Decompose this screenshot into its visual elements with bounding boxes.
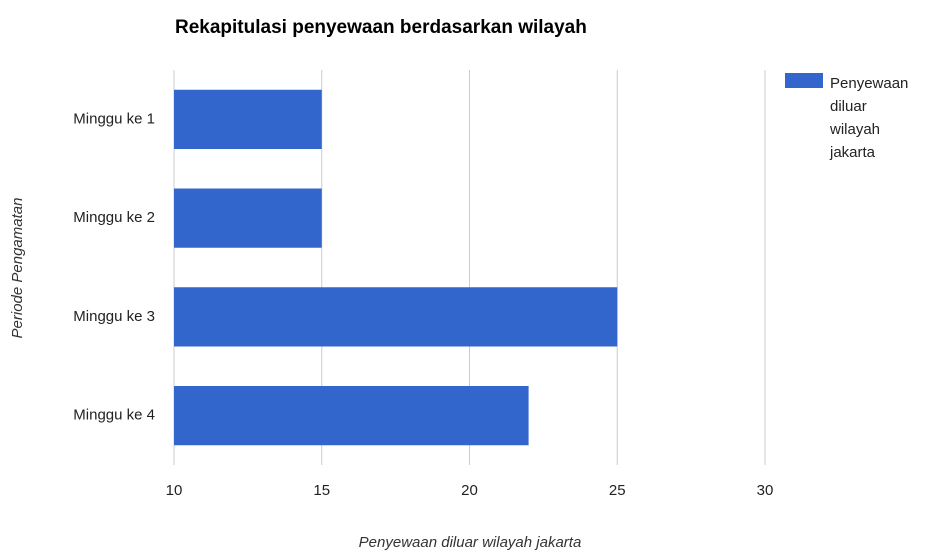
legend-label: Penyewaan diluar wilayah jakarta [830, 75, 909, 161]
legend-swatch [785, 73, 823, 88]
y-tick-label: Minggu ke 4 [73, 407, 155, 424]
x-tick-label: 30 [757, 482, 774, 499]
chart-title: Rekapitulasi penyewaan berdasarkan wilay… [175, 17, 587, 38]
x-tick-label: 10 [166, 482, 183, 499]
x-tick-label: 15 [313, 482, 330, 499]
bar [174, 188, 322, 248]
bar [174, 287, 618, 347]
y-axis-label: Periode Pengamatan [9, 198, 26, 339]
bar [174, 386, 529, 446]
y-tick-label: Minggu ke 1 [73, 110, 155, 127]
y-tick-label: Minggu ke 3 [73, 308, 155, 325]
x-axis-label: Penyewaan diluar wilayah jakarta [359, 534, 582, 551]
x-tick-label: 20 [461, 482, 478, 499]
y-tick-label: Minggu ke 2 [73, 209, 155, 226]
bar [174, 89, 322, 149]
x-tick-label: 25 [609, 482, 626, 499]
